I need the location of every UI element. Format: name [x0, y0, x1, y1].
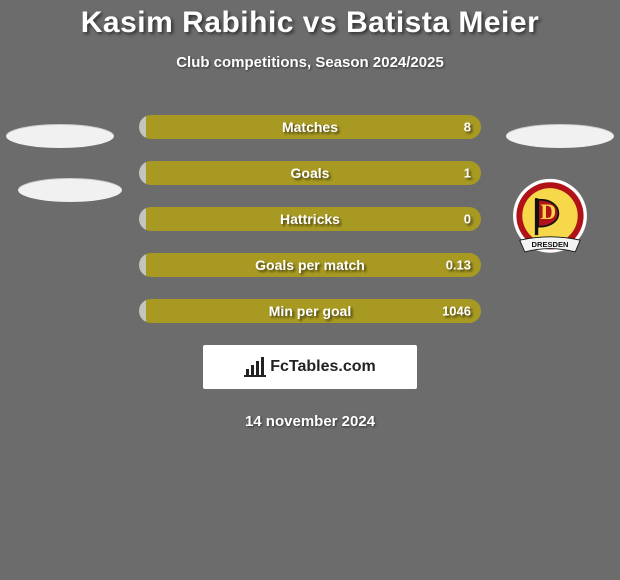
stat-label: Matches: [282, 119, 338, 135]
stat-value-right: 8: [464, 120, 471, 135]
stat-value-right: 1046: [442, 304, 471, 319]
player-photo-left-2: [18, 178, 122, 202]
club-crest: D DRESDEN: [500, 178, 600, 262]
date-label: 14 november 2024: [0, 413, 620, 430]
stat-left-seg: [139, 207, 146, 231]
stat-left-seg: [139, 115, 146, 139]
stat-left-seg: [139, 161, 146, 185]
stat-row: Matches 8: [139, 115, 481, 139]
stat-row: Min per goal 1046: [139, 299, 481, 323]
stat-row: Hattricks 0: [139, 207, 481, 231]
stat-left-seg: [139, 253, 146, 277]
stat-label: Goals per match: [255, 257, 365, 273]
stat-left-seg: [139, 299, 146, 323]
page-title: Kasim Rabihic vs Batista Meier: [0, 6, 620, 40]
subtitle: Club competitions, Season 2024/2025: [0, 54, 620, 71]
card: Kasim Rabihic vs Batista Meier Club comp…: [0, 0, 620, 580]
stat-label: Goals: [291, 165, 330, 181]
player-photo-left-1: [6, 124, 114, 148]
stat-value-right: 0: [464, 212, 471, 227]
stat-value-right: 1: [464, 166, 471, 181]
crest-letter: D: [540, 200, 556, 224]
crest-banner: DRESDEN: [532, 240, 569, 249]
stat-label: Hattricks: [280, 211, 340, 227]
player-photo-right-1: [506, 124, 614, 148]
stat-value-right: 0.13: [446, 258, 471, 273]
stat-label: Min per goal: [269, 303, 351, 319]
source-badge[interactable]: FcTables.com: [203, 345, 417, 389]
stat-row: Goals per match 0.13: [139, 253, 481, 277]
stat-row: Goals 1: [139, 161, 481, 185]
chart-icon: [244, 357, 266, 377]
source-name: FcTables.com: [270, 358, 376, 376]
